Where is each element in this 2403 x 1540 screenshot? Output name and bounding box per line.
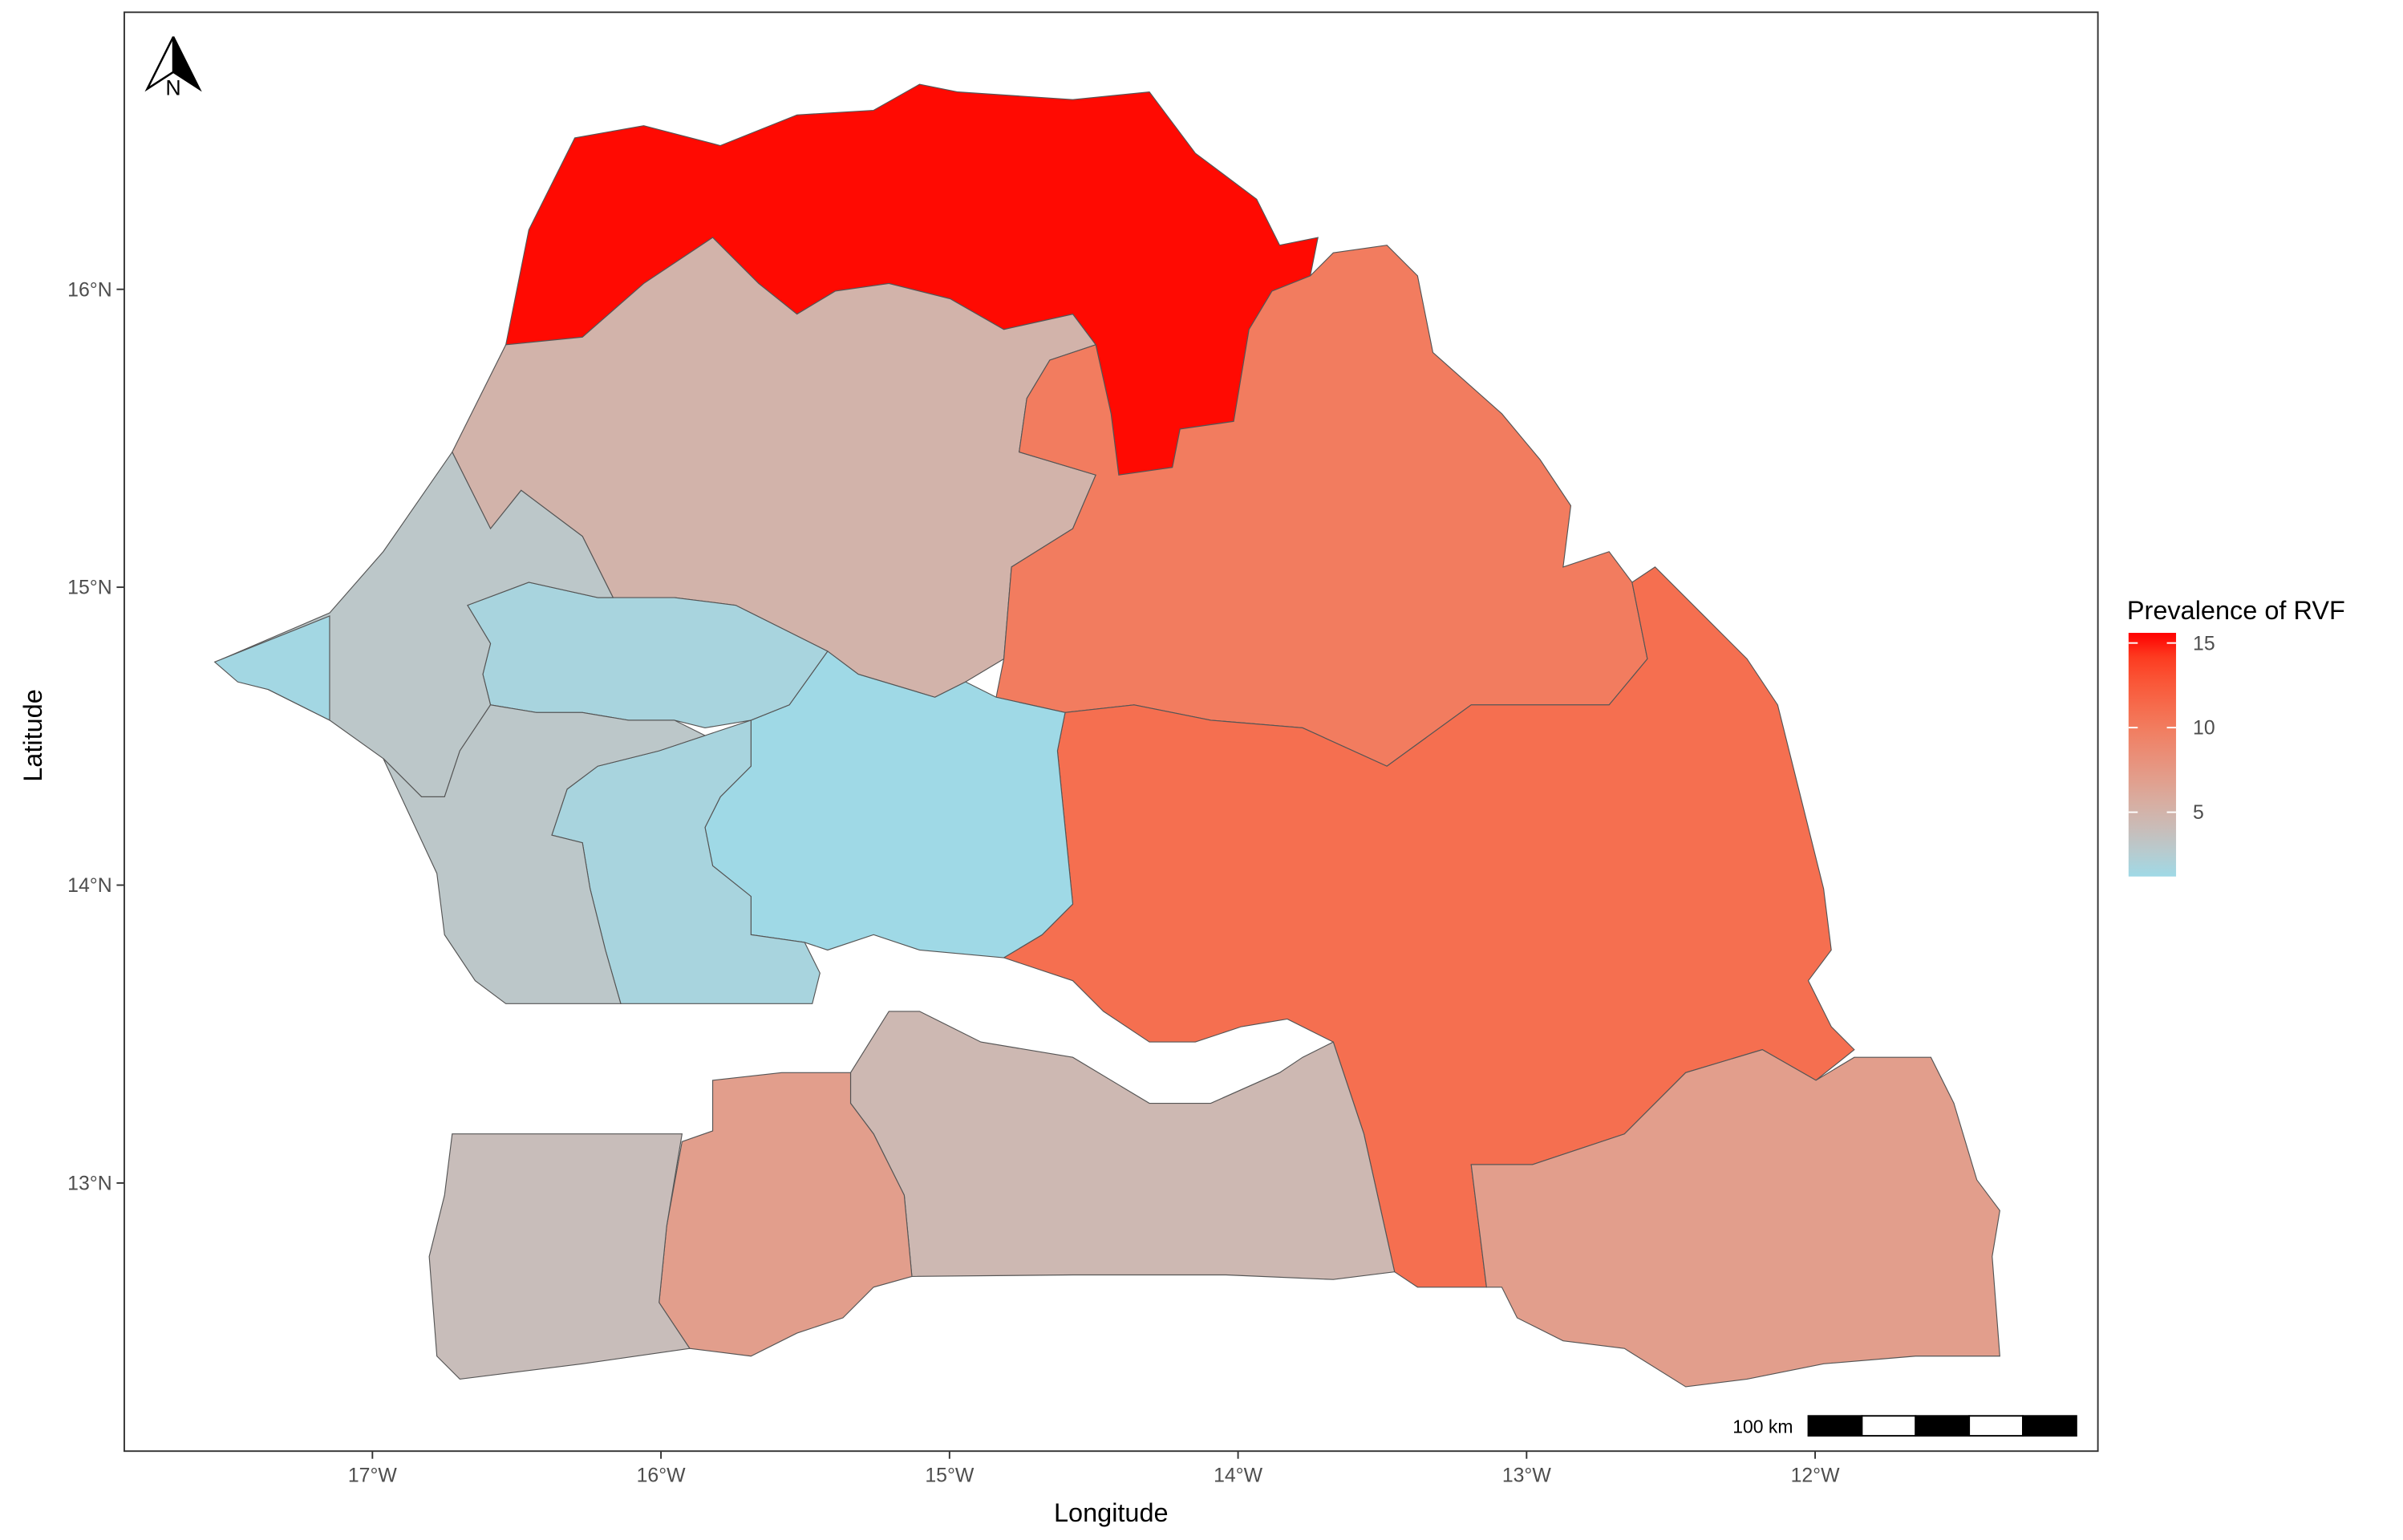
x-tick-label: 15°W	[925, 1465, 975, 1486]
region	[383, 704, 707, 1004]
region	[995, 245, 1648, 767]
x-tick-label: 12°W	[1791, 1465, 1841, 1486]
x-tick-label: 14°W	[1214, 1465, 1263, 1486]
region	[1470, 1049, 2000, 1388]
regions	[213, 83, 2000, 1388]
north-label: N	[165, 75, 180, 99]
region	[428, 1133, 691, 1380]
panel-border	[124, 11, 2099, 1453]
y-tick-label: 15°N	[67, 578, 111, 599]
axes: 17°W 16°W 15°W 14°W 13°W 12°W 13°N 14°N 15°N 16°N	[67, 279, 1840, 1486]
legend-title: Prevalence of RVF	[2127, 596, 2345, 625]
colorbar-tick-label: 15	[2193, 633, 2215, 654]
north-arrow: N	[144, 36, 202, 99]
x-tick-label: 13°W	[1502, 1465, 1552, 1486]
y-tick-label: 13°N	[67, 1173, 111, 1195]
colorbar-tick-label: 10	[2193, 718, 2215, 740]
scale-bar-label: 100 km	[1732, 1416, 1793, 1437]
region	[213, 615, 330, 721]
colorbar	[2128, 633, 2177, 877]
x-axis-title: Longitude	[1054, 1498, 1169, 1527]
y-axis-title: Latitude	[18, 689, 47, 782]
x-tick-label: 17°W	[348, 1465, 398, 1486]
y-tick-label: 14°N	[67, 875, 111, 897]
colorbar-tick-label: 5	[2193, 802, 2204, 824]
legend: 5 10 15	[2128, 633, 2215, 824]
y-tick-label: 16°N	[67, 279, 111, 301]
x-tick-label: 16°W	[637, 1465, 687, 1486]
scale-bar: 100 km	[1732, 1415, 2077, 1437]
